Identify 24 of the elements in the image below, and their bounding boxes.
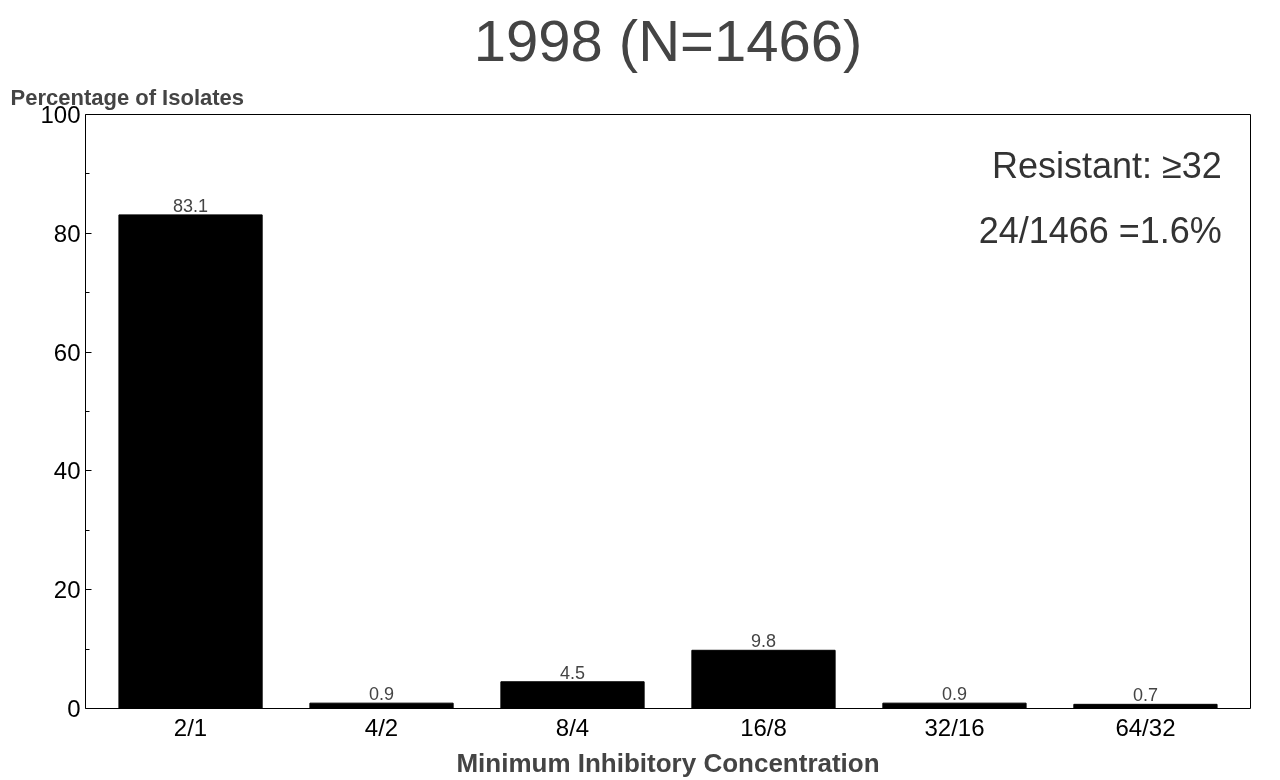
x-tick-label: 4/2 <box>364 713 399 741</box>
x-tick-label: 2/1 <box>173 713 208 741</box>
y-tick-label: 60 <box>53 338 81 366</box>
x-axis-title: Minimum Inhibitory Concentration <box>456 747 880 778</box>
data-label: 0.9 <box>369 684 395 705</box>
x-tick-label: 64/32 <box>1115 713 1176 741</box>
bar <box>691 649 836 709</box>
x-tick-label: 8/4 <box>555 713 590 741</box>
data-label: 4.5 <box>560 662 586 683</box>
y-tick-label: 80 <box>53 219 81 247</box>
x-tick-label: 32/16 <box>924 713 985 741</box>
data-label: 0.9 <box>941 684 967 705</box>
annotation: 24/1466 =1.6% <box>978 210 1222 252</box>
bar <box>500 681 645 709</box>
chart-title: 1998 (N=1466) <box>473 7 863 73</box>
data-label: 83.1 <box>173 195 209 216</box>
data-label: 0.7 <box>1132 685 1158 706</box>
data-label: 9.8 <box>750 631 777 652</box>
bar <box>118 214 263 709</box>
y-tick-label: 0 <box>67 695 81 722</box>
y-tick-label: 40 <box>53 457 81 485</box>
x-tick-label: 16/8 <box>740 713 787 741</box>
y-tick-label: 20 <box>53 576 81 604</box>
annotation: Resistant: ≥32 <box>991 144 1222 186</box>
